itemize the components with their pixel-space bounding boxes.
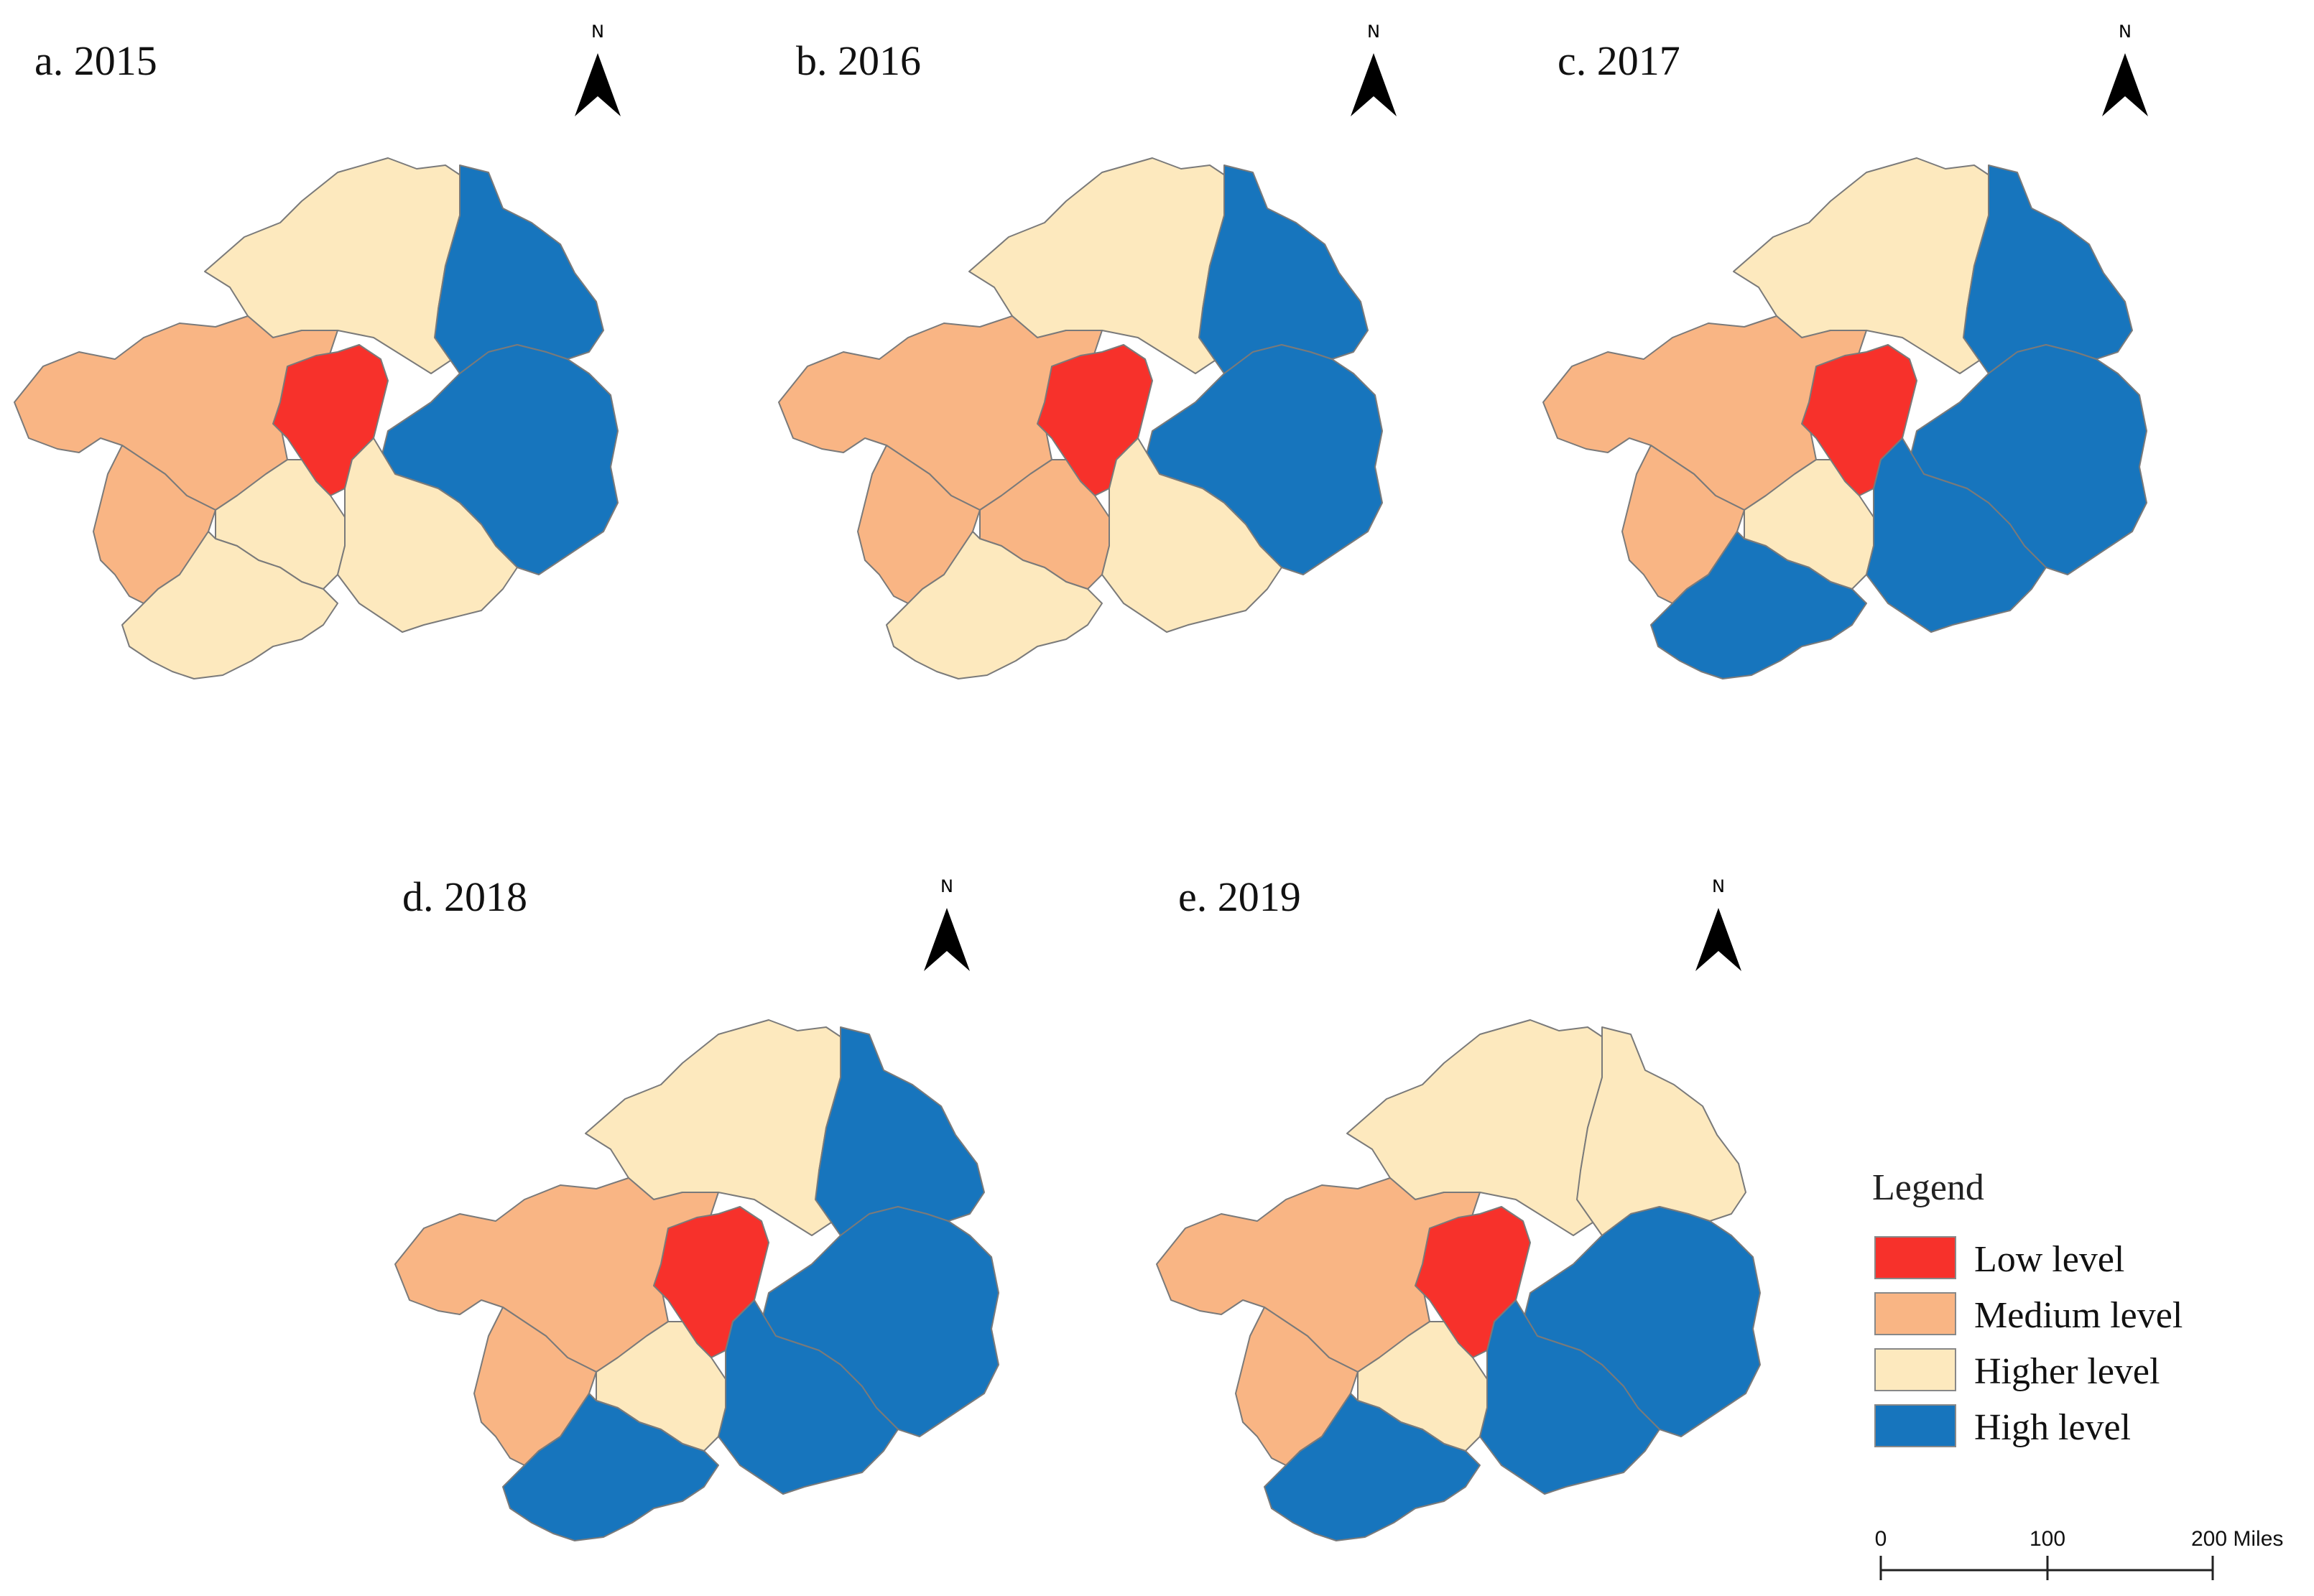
legend-label: Medium level <box>1974 1295 2183 1336</box>
legend-item: High level <box>1874 1404 2131 1448</box>
svg-text:N: N <box>1367 22 1380 42</box>
legend-item: Low level <box>1874 1236 2124 1280</box>
legend-swatch <box>1874 1348 1956 1391</box>
svg-text:N: N <box>2119 22 2132 42</box>
legend-title: Legend <box>1872 1167 1984 1208</box>
legend-swatch <box>1874 1236 1956 1279</box>
panel-title: c. 2017 <box>1558 37 1680 84</box>
region-northeast <box>1198 164 1369 374</box>
region-southeast-south <box>1479 1299 1660 1495</box>
map-panel-2019: e. 2019 N <box>1156 873 1761 1541</box>
legend: Legend Low level Medium level Higher lev… <box>1872 1167 2183 1448</box>
legend-label: Low level <box>1974 1239 2124 1280</box>
panel-title: b. 2016 <box>796 37 921 84</box>
region-southeast-south <box>718 1299 899 1495</box>
map-panel-2016: b. 2016 N <box>778 22 1397 679</box>
svg-text:N: N <box>1712 876 1725 896</box>
province-map <box>1542 157 2147 679</box>
legend-swatch <box>1874 1292 1956 1335</box>
legend-item: Higher level <box>1874 1348 2160 1392</box>
region-southeast-south <box>1866 437 2047 633</box>
panel-title: d. 2018 <box>402 873 527 920</box>
legend-label: High level <box>1974 1407 2131 1448</box>
scale-tick-label: 200 Miles <box>2191 1527 2283 1551</box>
svg-text:N: N <box>940 876 953 896</box>
svg-text:N: N <box>591 22 604 42</box>
north-arrow-icon: N <box>2102 22 2148 116</box>
region-southeast-south <box>1101 437 1282 633</box>
north-arrow-icon: N <box>1351 22 1397 116</box>
panel-title: a. 2015 <box>34 37 157 84</box>
map-panel-2015: a. 2015 N <box>14 22 621 679</box>
province-map <box>778 157 1383 679</box>
scale-tick-label: 0 <box>1875 1527 1887 1551</box>
region-northeast <box>1963 164 2133 374</box>
panel-title: e. 2019 <box>1178 873 1301 920</box>
map-panel-2017: c. 2017 N <box>1542 22 2148 679</box>
province-map <box>1156 1019 1761 1541</box>
region-southeast-south <box>337 437 518 633</box>
region-northeast <box>815 1026 985 1236</box>
region-south-tip <box>1650 531 1867 679</box>
region-northeast <box>434 164 604 374</box>
scale-tick-label: 100 <box>2030 1527 2065 1551</box>
province-map <box>394 1019 999 1541</box>
province-map <box>14 157 619 679</box>
region-northeast <box>1576 1026 1746 1236</box>
legend-swatch <box>1874 1404 1956 1447</box>
region-south-tip <box>502 1393 719 1541</box>
legend-label: Higher level <box>1974 1351 2160 1392</box>
region-south-tip <box>1264 1393 1481 1541</box>
region-south-tip <box>121 531 338 679</box>
legend-item: Medium level <box>1874 1292 2183 1336</box>
map-panel-2018: d. 2018 N <box>394 873 999 1541</box>
north-arrow-icon: N <box>575 22 621 116</box>
region-south-tip <box>886 531 1103 679</box>
scale-bar: 0 100 200 Miles <box>1875 1527 2283 1580</box>
north-arrow-icon: N <box>924 876 970 971</box>
north-arrow-icon: N <box>1695 876 1741 971</box>
